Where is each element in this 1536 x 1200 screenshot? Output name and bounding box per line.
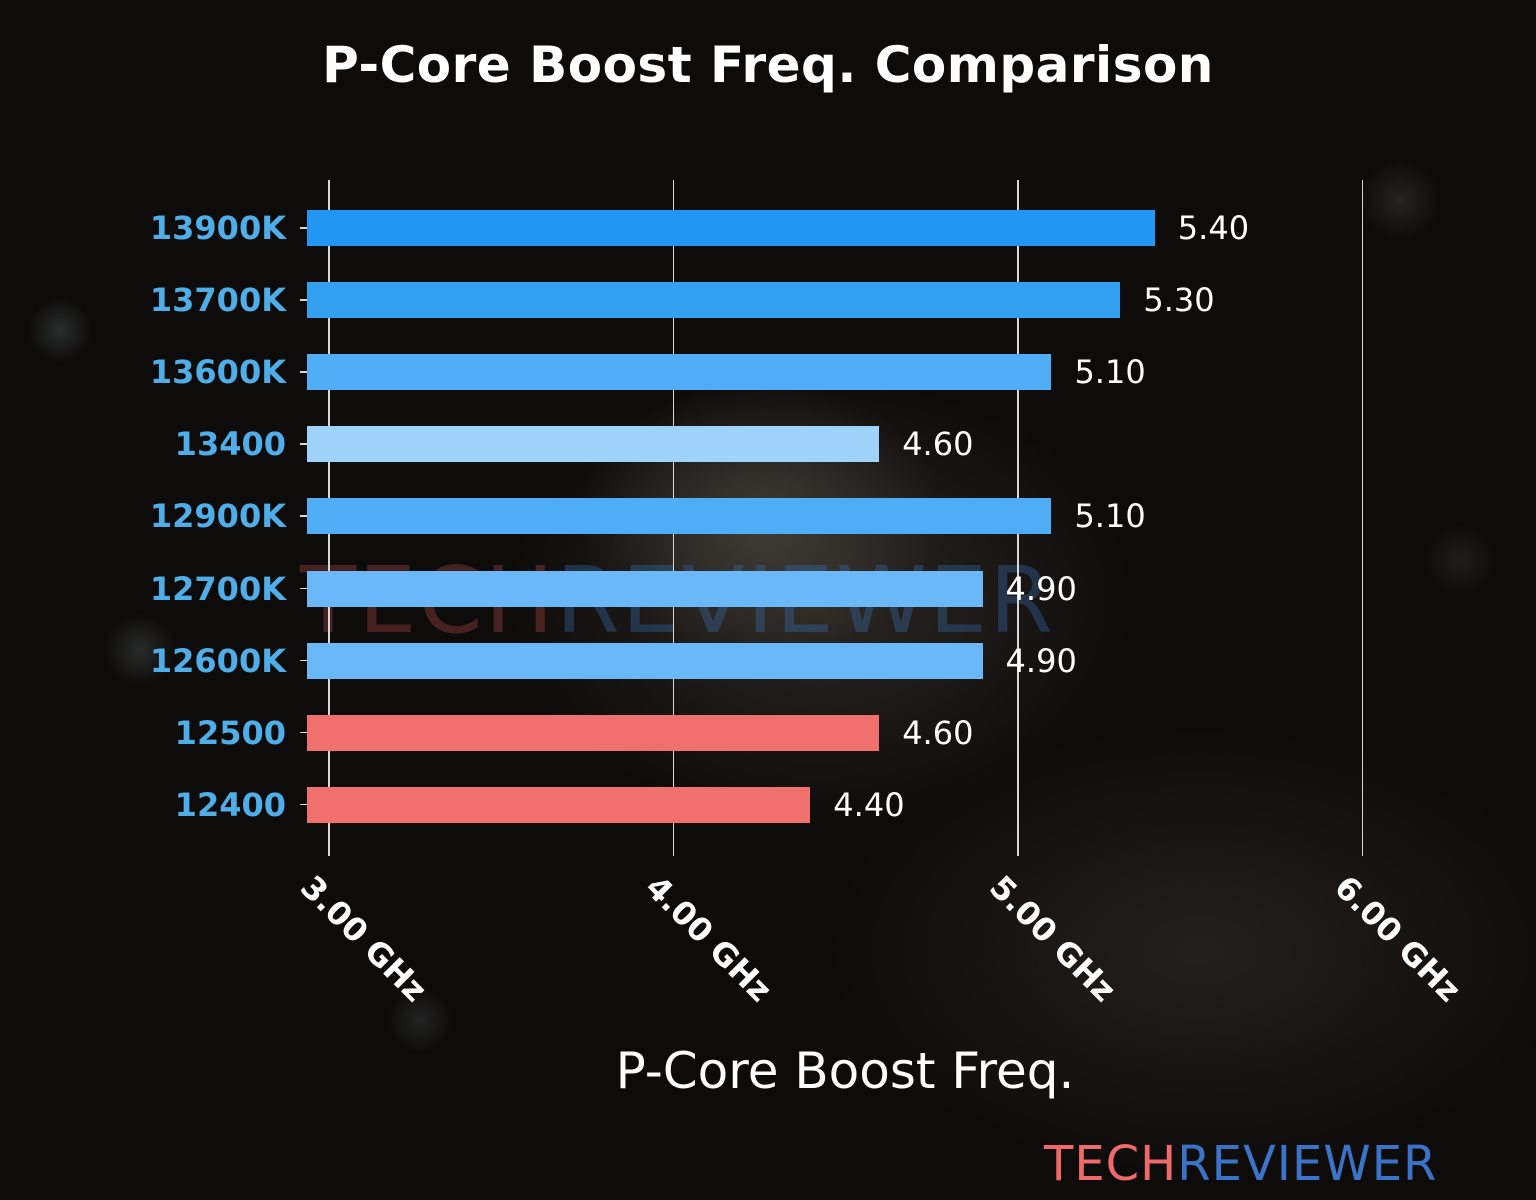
y-tick [300, 587, 307, 589]
x-tick-label: 5.00 GHz [982, 868, 1124, 1010]
x-tick [672, 848, 674, 856]
y-tick [300, 443, 307, 445]
bar-value-label: 5.10 [1074, 497, 1146, 536]
bar [307, 282, 1121, 319]
y-category-label: 12600K [149, 641, 286, 680]
y-category-label: 13900K [149, 209, 286, 247]
y-category-label: 12900K [149, 497, 286, 536]
bar [307, 354, 1052, 391]
y-tick [300, 731, 307, 734]
bar-value-label: 4.90 [1005, 641, 1077, 680]
bar-value-label: 4.60 [902, 713, 974, 752]
bar-row: 13900K 5.40 [0, 210, 1536, 246]
y-category-label: 13700K [149, 281, 286, 320]
x-tick [1017, 848, 1019, 856]
x-axis-title: P-Core Boost Freq. [615, 1042, 1075, 1100]
bar-value-label: 5.30 [1143, 281, 1215, 320]
logo-reviewer: REVIEWER [1177, 1136, 1438, 1192]
y-category-label: 13600K [149, 353, 286, 392]
bar [307, 426, 880, 463]
bar [307, 786, 811, 823]
gridline [1361, 180, 1363, 848]
bar [307, 498, 1052, 535]
x-tick-label: 6.00 GHz [1326, 868, 1468, 1010]
bar-row: 12500 4.60 [0, 713, 1536, 752]
bar-value-label: 5.40 [1177, 209, 1250, 247]
bar [307, 642, 983, 679]
bar-value-label: 4.60 [902, 425, 974, 464]
bar-row: 12600K 4.90 [0, 641, 1536, 680]
bar-row: 13700K 5.30 [0, 281, 1536, 320]
bar-row: 13400 4.60 [0, 425, 1536, 464]
brand-logo: TECHREVIEWER [1044, 1140, 1437, 1188]
bar-row: 12400 4.40 [0, 785, 1536, 824]
y-category-label: 12400 [174, 785, 286, 824]
x-tick [1361, 848, 1363, 856]
bar-value-label: 4.90 [1005, 569, 1077, 608]
bar-value-label: 4.40 [833, 785, 905, 824]
x-tick [328, 848, 330, 856]
x-tick-label: 3.00 GHz [293, 868, 435, 1010]
y-tick [300, 803, 307, 806]
y-tick [300, 299, 307, 301]
y-tick [300, 227, 307, 229]
bar-row: 12700K 4.90 [0, 569, 1536, 608]
x-tick-label: 4.00 GHz [637, 868, 779, 1010]
y-category-label: 12500 [174, 713, 286, 752]
bar [307, 714, 880, 751]
y-category-label: 13400 [174, 425, 286, 464]
y-category-label: 12700K [149, 569, 286, 608]
bar-row: 13600K 5.10 [0, 353, 1536, 392]
bar-row: 12900K 5.10 [0, 497, 1536, 536]
y-tick [300, 371, 307, 373]
bar-value-label: 5.10 [1074, 353, 1146, 392]
bar [307, 210, 1155, 246]
y-tick [300, 515, 307, 517]
bar [307, 570, 983, 607]
y-tick [300, 659, 307, 662]
chart-title: P-Core Boost Freq. Comparison [322, 36, 1214, 94]
logo-tech: TECH [1044, 1136, 1178, 1192]
